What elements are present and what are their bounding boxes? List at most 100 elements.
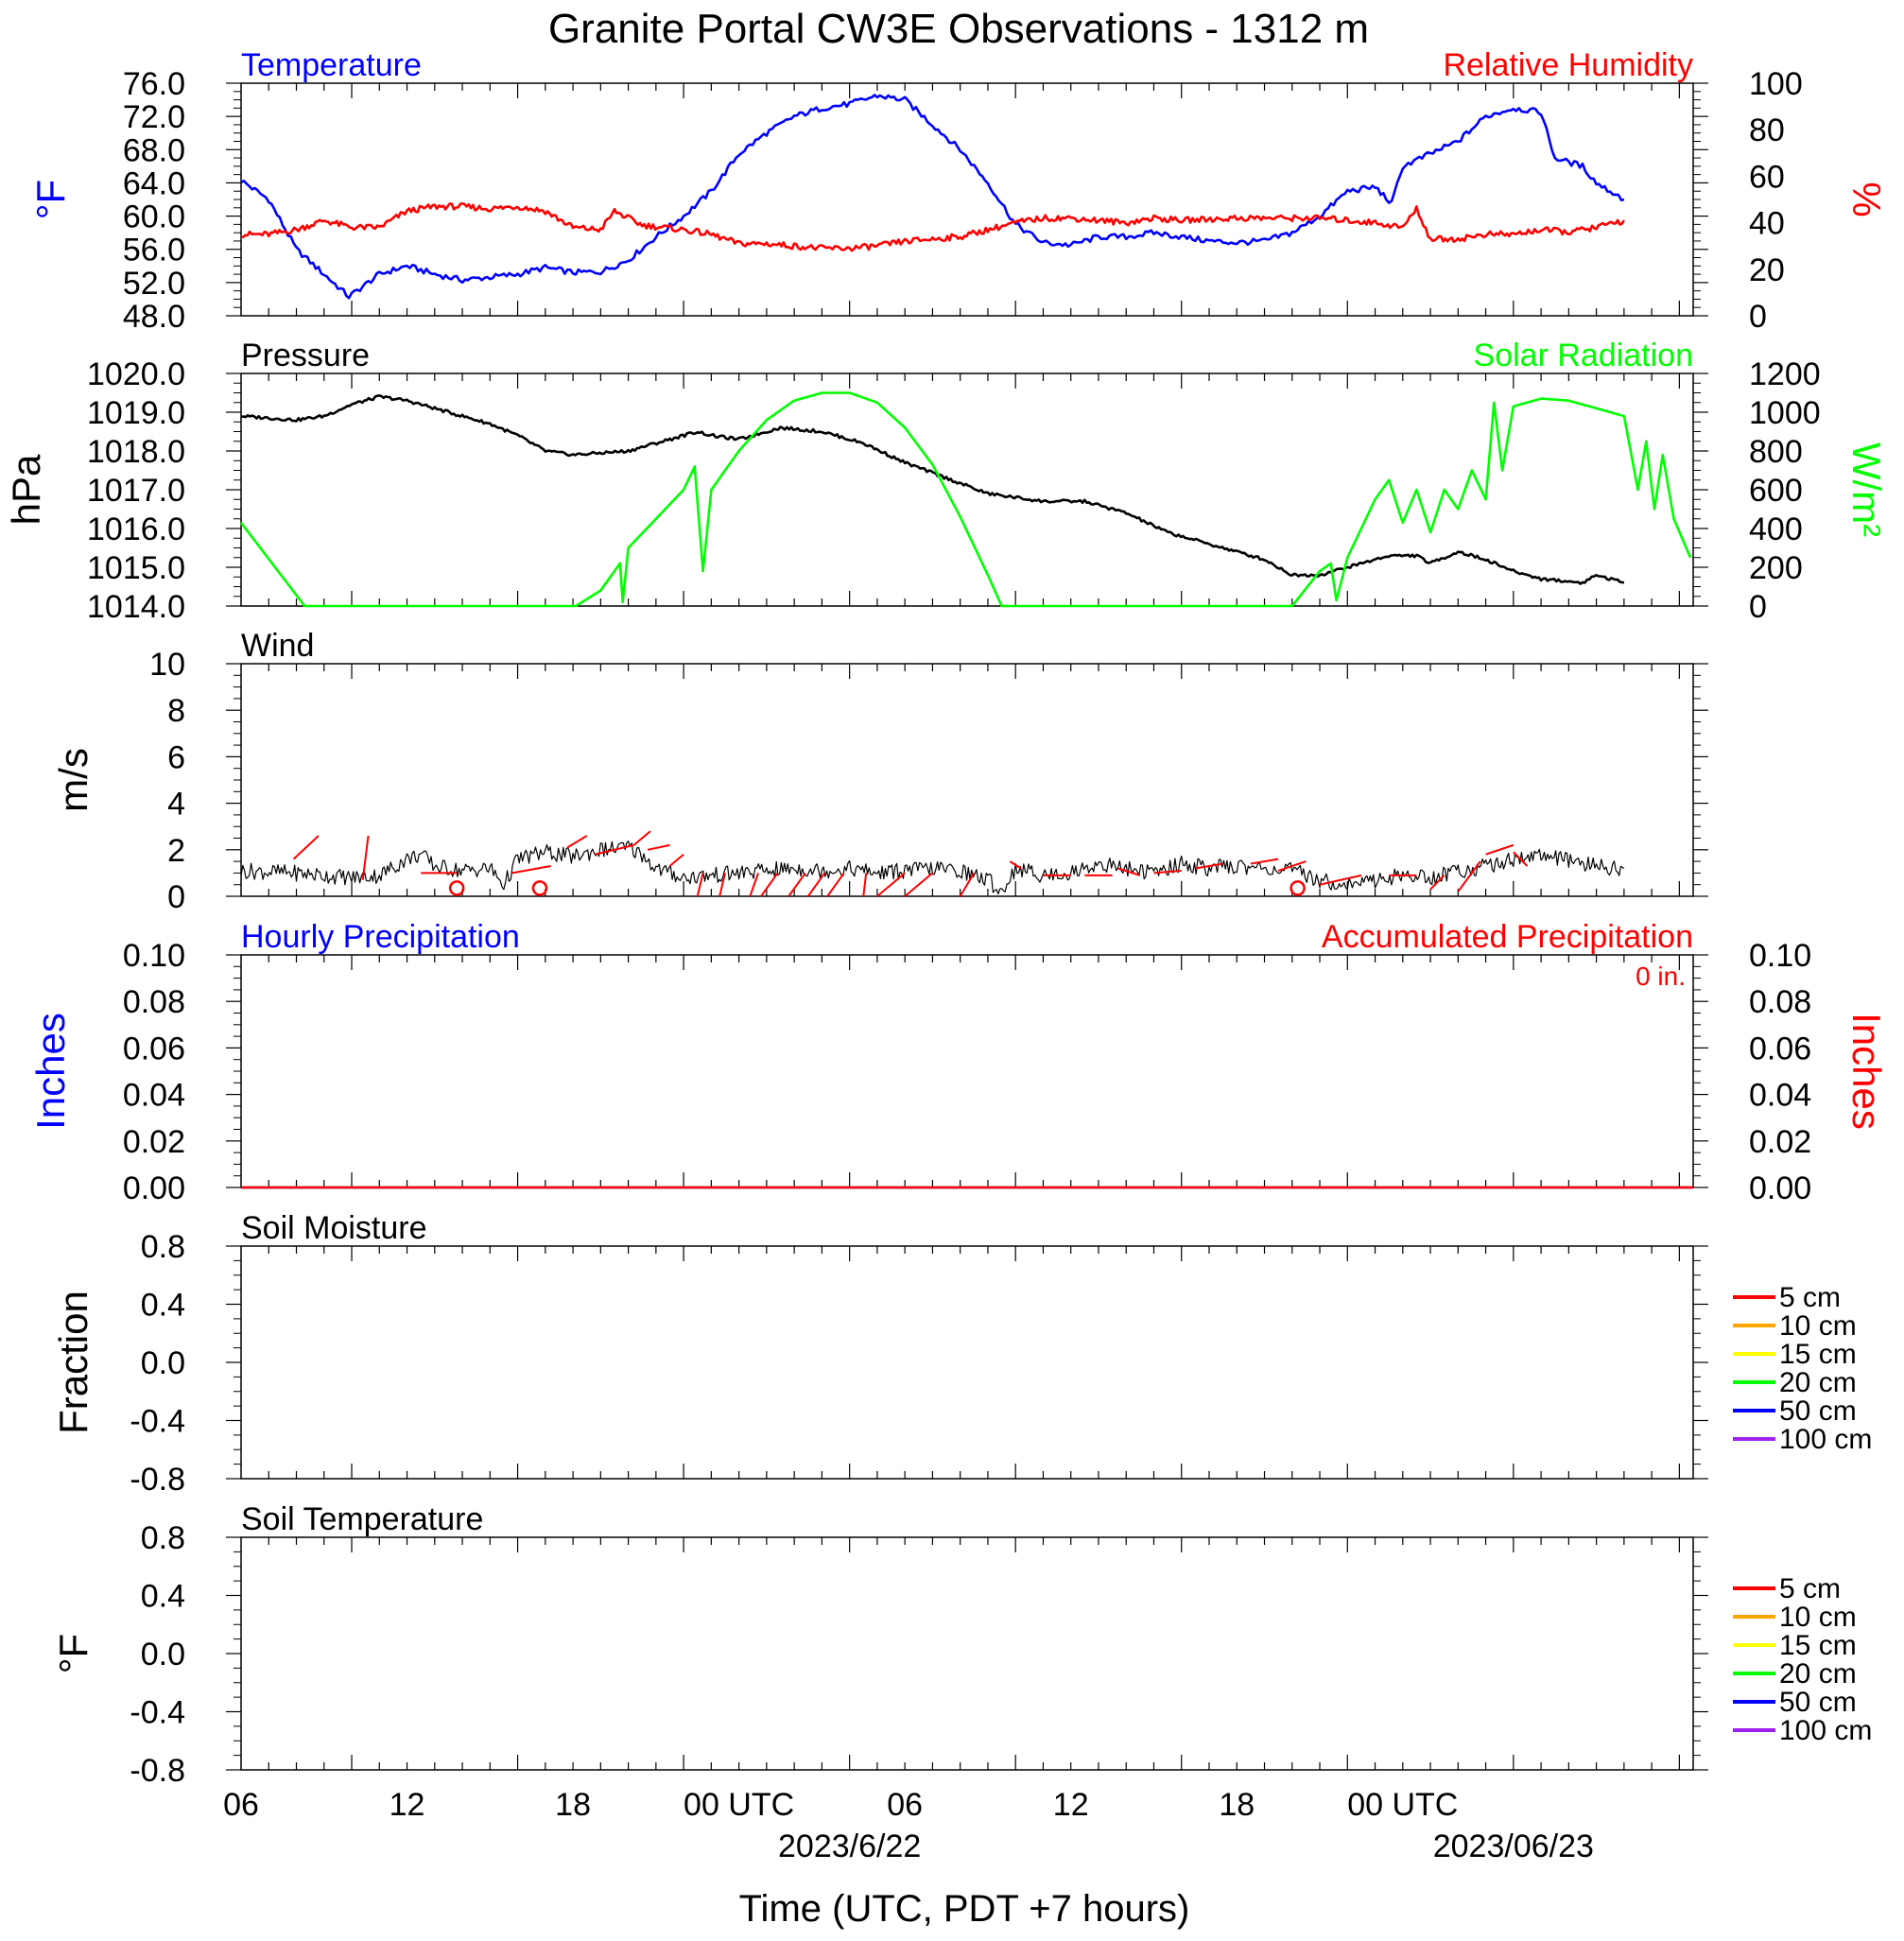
wind-barb xyxy=(806,872,826,897)
x-tick-label: 06 xyxy=(887,1787,923,1823)
y-tick-label: 0 xyxy=(167,879,185,915)
panel-soil-moisture: 0.8 0.4 0.0 -0.4 -0.8 Soil Moisture Fraction 5 … xyxy=(51,1210,1872,1498)
y-axis-label-right: Inches xyxy=(1844,1013,1889,1130)
legend-label: 20 cm xyxy=(1779,1367,1857,1398)
series-line-wind xyxy=(240,841,1625,895)
y-tick-label: 0.8 xyxy=(141,1229,185,1265)
x-date-label: 2023/06/23 xyxy=(1433,1828,1594,1864)
wind-barb xyxy=(361,835,370,880)
y-tick-label: 1019.0 xyxy=(87,395,185,431)
plot-frame xyxy=(240,1536,1694,1771)
panel-precipitation: 0.10 0.08 0.06 0.04 0.02 0.00 0.10 0.08 0.06 0.04… xyxy=(28,919,1889,1206)
y-tick-label: 64.0 xyxy=(123,165,185,201)
y-axis-label-left: °F xyxy=(28,180,73,219)
x-tick-label: 06 xyxy=(223,1787,259,1823)
panel-title-left: Hourly Precipitation xyxy=(241,919,520,955)
y-right-tick-label: 0.00 xyxy=(1749,1170,1811,1206)
y-tick-label: 0.4 xyxy=(141,1579,185,1615)
y-tick-label: 0.0 xyxy=(141,1637,185,1672)
plot-frame xyxy=(240,1245,1694,1480)
y-right-tick-label: 800 xyxy=(1749,434,1803,470)
legend-label: 15 cm xyxy=(1779,1339,1857,1370)
wind-barb xyxy=(1153,869,1182,875)
y-tick-label: 8 xyxy=(167,693,185,729)
y-right-tick-label: 40 xyxy=(1749,206,1785,242)
panel-title-left: Temperature xyxy=(241,47,422,83)
wind-barb xyxy=(1513,851,1529,867)
wind-barb xyxy=(1429,875,1445,891)
wind-barb xyxy=(749,873,760,897)
series-line-pressure xyxy=(240,394,1625,585)
y-right-tick-label: 0 xyxy=(1749,589,1767,625)
y-tick-label: 6 xyxy=(167,739,185,775)
legend-label: 10 cm xyxy=(1779,1602,1857,1633)
wind-barb xyxy=(696,873,704,897)
y-right-tick-label: 1000 xyxy=(1749,395,1821,431)
y-tick-label: 0.06 xyxy=(123,1031,185,1066)
series-line-temperature xyxy=(240,94,1625,300)
plot-frame xyxy=(240,663,1694,897)
panel-title-right: Solar Radiation xyxy=(1474,338,1693,373)
calm-wind-marker xyxy=(1290,880,1306,896)
y-tick-label: 76.0 xyxy=(123,66,185,102)
y-axis-label-left: m/s xyxy=(51,748,95,812)
y-tick-label: 0.8 xyxy=(141,1520,185,1556)
panel-temp-rh: 76.072.068.064.060.056.052.048.0 100 80 60 4… xyxy=(28,47,1889,335)
y-right-tick-label: 0.08 xyxy=(1749,984,1811,1020)
panel-title-left: Soil Moisture xyxy=(241,1210,427,1246)
y-tick-label: 1018.0 xyxy=(87,434,185,470)
y-right-tick-label: 0.10 xyxy=(1749,938,1811,974)
y-tick-label: 0.00 xyxy=(123,1170,185,1206)
wind-barb xyxy=(668,853,684,867)
y-right-tick-label: 1200 xyxy=(1749,356,1821,392)
y-tick-label: 48.0 xyxy=(123,299,185,335)
y-tick-label: 2 xyxy=(167,833,185,869)
legend-label: 100 cm xyxy=(1779,1424,1872,1455)
y-tick-label: 1020.0 xyxy=(87,356,185,392)
wind-barb xyxy=(1319,874,1362,886)
y-right-tick-label: 0.04 xyxy=(1749,1078,1811,1114)
panel-wind: 10 8 6 4 2 0 Wind m/s xyxy=(51,628,1708,915)
legend-label: 100 cm xyxy=(1779,1715,1872,1746)
y-right-tick-label: 0.06 xyxy=(1749,1031,1811,1066)
x-date-label: 2023/6/22 xyxy=(778,1828,921,1864)
x-axis-title: Time (UTC, PDT +7 hours) xyxy=(739,1888,1190,1930)
wind-barb xyxy=(959,872,976,897)
legend-label: 5 cm xyxy=(1779,1282,1841,1313)
y-tick-label: 52.0 xyxy=(123,266,185,302)
y-axis-label-left: Inches xyxy=(28,1013,73,1130)
wind-barb xyxy=(1117,867,1141,876)
wind-barb xyxy=(1195,862,1223,870)
wind-barb xyxy=(511,865,551,875)
wind-barb xyxy=(566,835,588,849)
y-tick-label: 0.0 xyxy=(141,1345,185,1381)
panel-title-left: Wind xyxy=(241,628,314,664)
wind-barb xyxy=(788,872,806,897)
y-axis-label-right: W/m² xyxy=(1844,442,1889,537)
x-axis: 06 12 18 00 UTC 06 12 18 00 UTC 2023/6/22 2023/06… xyxy=(223,1787,1594,1864)
legend-label: 50 cm xyxy=(1779,1395,1857,1427)
panel-title-right: Accumulated Precipitation xyxy=(1322,919,1693,955)
wind-barb xyxy=(292,835,320,860)
y-right-tick-label: 200 xyxy=(1749,550,1803,586)
y-tick-label: -0.8 xyxy=(130,1753,185,1789)
wind-barb xyxy=(1277,860,1307,872)
y-right-tick-label: 600 xyxy=(1749,473,1803,509)
legend-label: 5 cm xyxy=(1779,1573,1841,1604)
series-line-solar-radiation xyxy=(239,391,1692,608)
y-tick-label: 1014.0 xyxy=(87,589,185,625)
wind-barb xyxy=(760,872,779,897)
y-tick-label: 68.0 xyxy=(123,132,185,168)
y-tick-label: 10 xyxy=(149,647,185,683)
y-tick-label: 0.10 xyxy=(123,938,185,974)
y-tick-label: 1015.0 xyxy=(87,550,185,586)
wind-barb xyxy=(826,872,845,897)
wind-barb xyxy=(1250,858,1279,865)
y-right-tick-label: 0.02 xyxy=(1749,1124,1811,1160)
y-tick-label: 0.4 xyxy=(141,1288,185,1324)
x-tick-label: 18 xyxy=(555,1787,591,1823)
calm-wind-marker xyxy=(531,880,548,896)
y-right-tick-label: 0 xyxy=(1749,299,1767,335)
x-tick-label: 00 UTC xyxy=(1347,1787,1458,1823)
